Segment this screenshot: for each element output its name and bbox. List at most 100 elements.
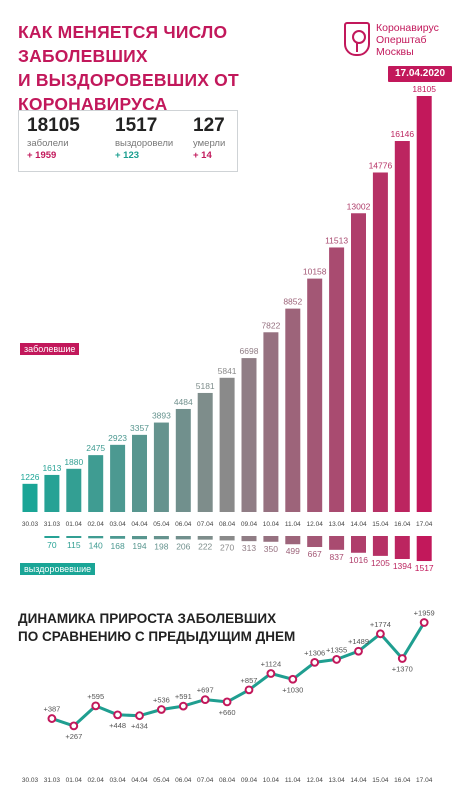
cases-bar <box>329 247 345 512</box>
stat-value: 127 <box>193 115 225 136</box>
date-badge: 17.04.2020 <box>388 66 452 82</box>
growth-point <box>135 711 144 721</box>
cases-value-label: 18105 <box>412 84 436 94</box>
date-tick-label: 17.04 <box>416 521 433 528</box>
date-tick-label: 14.04 <box>350 521 367 528</box>
date-tick-label: 31.03 <box>44 521 61 528</box>
date-tick-label: 15.04 <box>372 521 389 528</box>
growth-point <box>419 618 429 627</box>
stat-deaths: 127 умерли + 14 <box>193 115 225 162</box>
cases-value-label: 1613 <box>42 463 61 473</box>
recovered-value-label: 1517 <box>415 563 434 573</box>
recovered-value-label: 350 <box>264 544 278 554</box>
stat-label: умерли <box>193 138 226 149</box>
recovered-value-label: 499 <box>286 546 300 556</box>
recovered-bar <box>372 536 388 556</box>
recovered-bar <box>197 536 213 540</box>
recovered-bar <box>66 536 82 538</box>
recovered-value-label: 1394 <box>393 561 412 571</box>
recovered-bar <box>416 536 432 562</box>
growth-date-tick-label: 17.04 <box>416 777 433 784</box>
recovered-bar <box>44 536 60 538</box>
cases-value-label: 7822 <box>261 320 280 330</box>
growth-title-line: ДИНАМИКА ПРИРОСТА ЗАБОЛЕВШИХ <box>18 611 277 626</box>
cases-bar <box>416 96 432 512</box>
cases-series-tag: заболевшие <box>20 343 80 355</box>
growth-point <box>91 701 101 711</box>
recovered-bar <box>110 536 126 539</box>
date-tick-label: 13.04 <box>328 521 345 528</box>
stat-label: выздоровели <box>115 138 174 149</box>
cases-bar <box>132 434 147 512</box>
date-tick-label: 11.04 <box>285 521 301 528</box>
summary-stats: 18105 заболели + 1959 1517 выздоровели +… <box>18 110 238 172</box>
growth-date-tick-label: 31.03 <box>44 777 61 784</box>
logo-text: Коронавирус Оперштаб Москвы <box>376 22 439 58</box>
moscow-emblem-icon <box>344 22 370 56</box>
cases-bar <box>285 308 301 512</box>
recovered-bar <box>132 536 147 540</box>
cases-bar <box>66 468 82 512</box>
growth-point <box>288 674 298 684</box>
logo-line: Москвы <box>376 46 414 58</box>
cases-value-label: 10158 <box>303 267 327 277</box>
cases-value-label: 1226 <box>21 472 40 482</box>
cases-bar <box>372 172 388 512</box>
growth-point <box>200 695 210 705</box>
growth-point <box>266 669 276 678</box>
recovered-value-label: 194 <box>132 541 146 551</box>
growth-chart-title: ДИНАМИКА ПРИРОСТА ЗАБОЛЕВШИХ ПО СРАВНЕНИ… <box>18 610 358 646</box>
growth-point <box>69 721 79 731</box>
date-tick-label: 12.04 <box>307 521 324 528</box>
cases-value-label: 1880 <box>64 457 83 467</box>
growth-date-tick-label: 08.04 <box>219 777 236 784</box>
stat-value: 1517 <box>115 115 158 136</box>
date-tick-label: 16.04 <box>394 521 411 528</box>
cases-bar <box>394 141 410 513</box>
stat-increment: + 1959 <box>27 150 57 161</box>
growth-value-label: +660 <box>219 708 236 717</box>
growth-value-label: +595 <box>87 692 104 701</box>
growth-date-tick-label: 03.04 <box>109 777 126 784</box>
recovered-value-label: 198 <box>154 541 168 551</box>
stat-increment: + 123 <box>115 150 140 161</box>
stat-recovered: 1517 выздоровели + 123 <box>115 115 173 162</box>
stat-cases: 18105 заболели + 1959 <box>27 115 80 162</box>
logo-line: Оперштаб <box>376 34 427 46</box>
cases-value-label: 13002 <box>347 201 371 211</box>
stat-increment: + 14 <box>193 150 212 161</box>
logo-line: Коронавирус <box>376 22 439 34</box>
cases-value-label: 3357 <box>130 423 149 433</box>
growth-value-label: +1959 <box>414 609 435 618</box>
growth-date-tick-label: 14.04 <box>350 777 367 784</box>
growth-date-tick-label: 15.04 <box>372 777 389 784</box>
date-tick-label: 30.03 <box>22 521 39 528</box>
growth-title-line: ПО СРАВНЕНИЮ С ПРЕДЫДУЩИМ ДНЕМ <box>18 629 296 644</box>
recovered-value-label: 222 <box>198 542 212 552</box>
cases-value-label: 2475 <box>86 443 105 453</box>
cases-bar <box>219 377 235 512</box>
growth-value-label: +1774 <box>370 620 391 629</box>
growth-point <box>376 629 385 639</box>
cases-bar <box>197 392 213 512</box>
growth-date-tick-label: 09.04 <box>241 777 258 784</box>
recovered-bar <box>263 536 279 542</box>
title-line: КАК МЕНЯЕТСЯ ЧИСЛО ЗАБОЛЕВШИХ <box>18 22 228 66</box>
growth-point <box>310 658 320 667</box>
growth-point <box>47 714 57 723</box>
growth-date-tick-label: 16.04 <box>394 777 411 784</box>
cases-value-label: 3893 <box>152 411 171 421</box>
growth-value-label: +1370 <box>392 665 413 674</box>
growth-date-tick-label: 13.04 <box>328 777 345 784</box>
growth-value-label: +1030 <box>282 685 303 694</box>
growth-point <box>178 701 188 711</box>
cases-value-label: 6698 <box>240 346 259 356</box>
cases-bar <box>88 455 104 512</box>
cases-bar <box>263 332 279 512</box>
growth-date-tick-label: 12.04 <box>307 777 324 784</box>
cases-value-label: 2923 <box>108 433 127 443</box>
recovered-value-label: 1016 <box>349 555 368 565</box>
growth-date-tick-label: 11.04 <box>285 777 301 784</box>
recovered-value-label: 667 <box>308 549 322 559</box>
